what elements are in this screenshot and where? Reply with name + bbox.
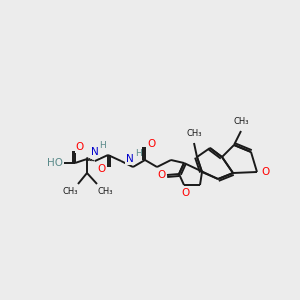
Text: HO: HO [47,158,63,168]
Text: H: H [135,149,141,158]
Text: O: O [182,188,190,198]
Text: O: O [261,167,269,177]
Text: N: N [126,154,134,164]
Text: CH₃: CH₃ [62,187,78,196]
Text: CH₃: CH₃ [233,118,249,127]
Text: O: O [147,139,155,149]
Text: CH₃: CH₃ [97,187,113,196]
Text: O: O [97,164,105,174]
Text: O: O [157,170,165,180]
Text: CH₃: CH₃ [186,130,202,139]
Text: O: O [76,142,84,152]
Text: N: N [91,147,99,157]
Text: H: H [99,142,105,151]
